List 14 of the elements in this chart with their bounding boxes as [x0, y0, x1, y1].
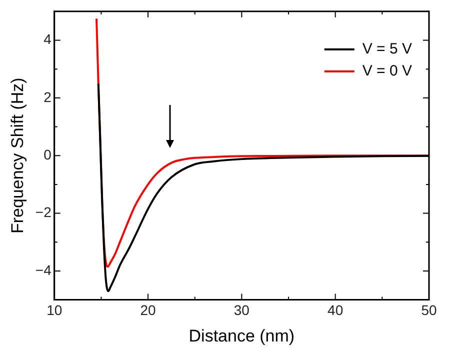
y-tick-label: −4	[35, 262, 52, 278]
legend-label: V = 0 V	[362, 62, 412, 80]
x-tick-label: 20	[140, 302, 156, 318]
legend-label: V = 5 V	[362, 40, 412, 58]
x-axis-title: Distance (nm)	[188, 326, 295, 346]
x-tick-label: 30	[234, 302, 250, 318]
x-tick-label: 10	[46, 302, 62, 318]
y-tick-label: 0	[44, 146, 52, 162]
x-tick-label: 50	[421, 302, 437, 318]
y-tick-label: −2	[35, 204, 52, 220]
y-axis-title: Frequency Shift (Hz)	[8, 78, 27, 234]
y-tick-label: 4	[44, 31, 52, 48]
y-tick-label: 2	[44, 88, 52, 105]
x-tick-label: 40	[328, 302, 344, 318]
